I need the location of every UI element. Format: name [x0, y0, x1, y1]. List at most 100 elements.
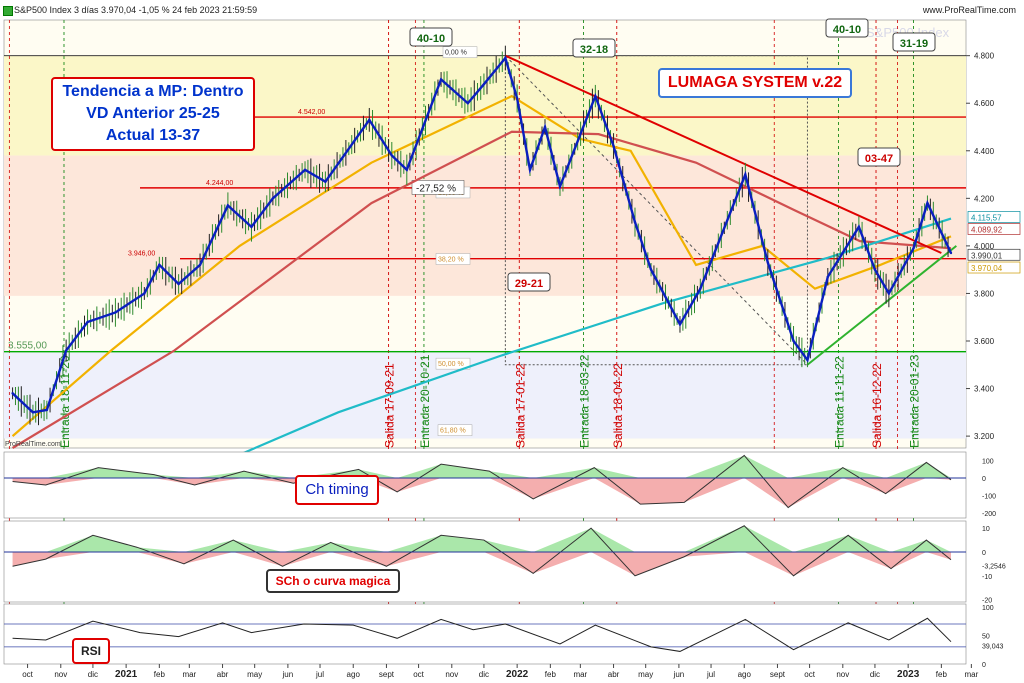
event-label: Salida 18-04-22	[611, 363, 625, 448]
month-label: ago	[347, 670, 361, 679]
rsi-tick-label: 0	[982, 662, 986, 669]
price-flag-label: 3.970,04	[971, 264, 1003, 273]
trendline	[504, 54, 942, 254]
month-label: abr	[608, 670, 620, 679]
sch-line	[12, 525, 952, 577]
signal-tag-label: 31-19	[900, 38, 928, 50]
price-point	[744, 173, 747, 176]
sch-tick-label: 0	[982, 550, 986, 557]
price-point	[649, 268, 653, 271]
rsi-tick-label: 100	[982, 605, 994, 612]
price-flag-box	[967, 211, 1021, 223]
price-point	[114, 311, 117, 314]
fib-label: 50,00 %	[438, 361, 464, 368]
month-label: jul	[315, 670, 324, 679]
ch-tick-label: -100	[982, 493, 996, 500]
price-tick-label: 3.600	[974, 337, 995, 346]
signal-tag-label: 03-47	[865, 153, 893, 165]
price-point	[250, 225, 253, 229]
month-label: dic	[870, 670, 880, 679]
trend-status-box: Tendencia a MP: Dentro VD Anterior 25-25…	[51, 77, 255, 151]
sch-tick-label: -10	[982, 574, 992, 581]
rsi-tick-label: 39,043	[982, 644, 1004, 651]
price-point	[912, 247, 915, 250]
month-label: sept	[770, 670, 786, 679]
fib-diagonal	[504, 55, 808, 366]
price-point	[699, 287, 702, 290]
instrument-icon	[3, 6, 13, 16]
price-point	[86, 320, 89, 324]
price-point	[633, 220, 637, 224]
price-point	[806, 358, 809, 362]
month-label: 2023	[897, 669, 920, 680]
price-point	[558, 185, 562, 188]
source-label: ProRealTime.com	[5, 441, 61, 448]
month-label: mar	[182, 670, 196, 679]
signal-tag-label: 40-10	[417, 33, 445, 45]
signal-tag-box	[825, 18, 869, 38]
month-label: feb	[545, 670, 557, 679]
price-point	[271, 197, 275, 200]
price-tick-label: 4.400	[974, 147, 995, 156]
price-point	[303, 168, 307, 171]
price-point	[31, 411, 35, 414]
price-point	[926, 201, 929, 205]
month-label: mar	[964, 670, 978, 679]
price-tick-label: 4.800	[974, 52, 995, 61]
price-point	[857, 225, 861, 229]
sch-tick-label: -3,2546	[982, 564, 1006, 571]
signal-tag-box	[507, 272, 551, 292]
event-label: Entrada 18-11-20	[58, 355, 72, 448]
price-point	[226, 204, 230, 207]
price-point	[439, 78, 443, 81]
price-flag-label: 3.990,01	[971, 251, 1003, 260]
fib-zone-middle	[4, 155, 966, 296]
month-label: feb	[154, 670, 166, 679]
price-flag-box	[967, 261, 1021, 274]
level-label: 3.946,00	[128, 251, 155, 258]
brand-link[interactable]: www.ProRealTime.com	[922, 5, 1016, 15]
event-label: Entrada 20-01-23	[908, 354, 922, 448]
fib-label: 38,20 %	[438, 257, 464, 264]
trendline	[806, 245, 957, 366]
price-point	[405, 168, 408, 171]
ch-timing-negative-area	[12, 478, 952, 508]
month-label: jun	[282, 670, 294, 679]
month-label: 2021	[115, 669, 138, 680]
price-point	[158, 263, 161, 267]
sch-tick-label: 10	[982, 526, 990, 533]
price-flag-label: 4.115,57	[971, 213, 1002, 222]
price-point	[949, 251, 953, 255]
sch-label: SCh o curva magica	[266, 569, 400, 593]
rsi-label: RSI	[72, 638, 110, 664]
event-label: Entrada 11-11-22	[833, 356, 847, 448]
price-point	[826, 275, 830, 278]
price-point	[612, 144, 615, 148]
price-point	[390, 154, 393, 157]
month-label: abr	[217, 670, 229, 679]
month-label: dic	[479, 670, 489, 679]
event-label: Salida 17-01-22	[513, 363, 527, 448]
price-flag-box	[967, 248, 1021, 261]
event-label: Entrada 18-03-22	[578, 354, 592, 448]
price-tick-label: 3.800	[974, 289, 995, 298]
fib-label-box	[435, 253, 471, 265]
fib-label: 61,80 %	[440, 428, 466, 435]
month-label: oct	[804, 670, 815, 679]
price-point	[198, 263, 202, 267]
signal-tag-label: 40-10	[833, 24, 861, 36]
month-label: ago	[738, 670, 752, 679]
price-point	[177, 282, 180, 286]
drawdown-label: -27,52 %	[416, 183, 456, 194]
price-point	[678, 323, 682, 326]
signal-tag-label: 29-21	[515, 278, 543, 290]
price-point	[594, 94, 597, 98]
fib-label-box	[442, 46, 478, 58]
price-point	[515, 97, 519, 100]
system-label: LUMAGA SYSTEM v.22	[658, 68, 852, 98]
moving-average-line	[143, 217, 952, 497]
moving-average-line	[12, 130, 952, 449]
price-tick-label: 3.200	[974, 432, 995, 441]
month-label: 2022	[506, 669, 529, 680]
